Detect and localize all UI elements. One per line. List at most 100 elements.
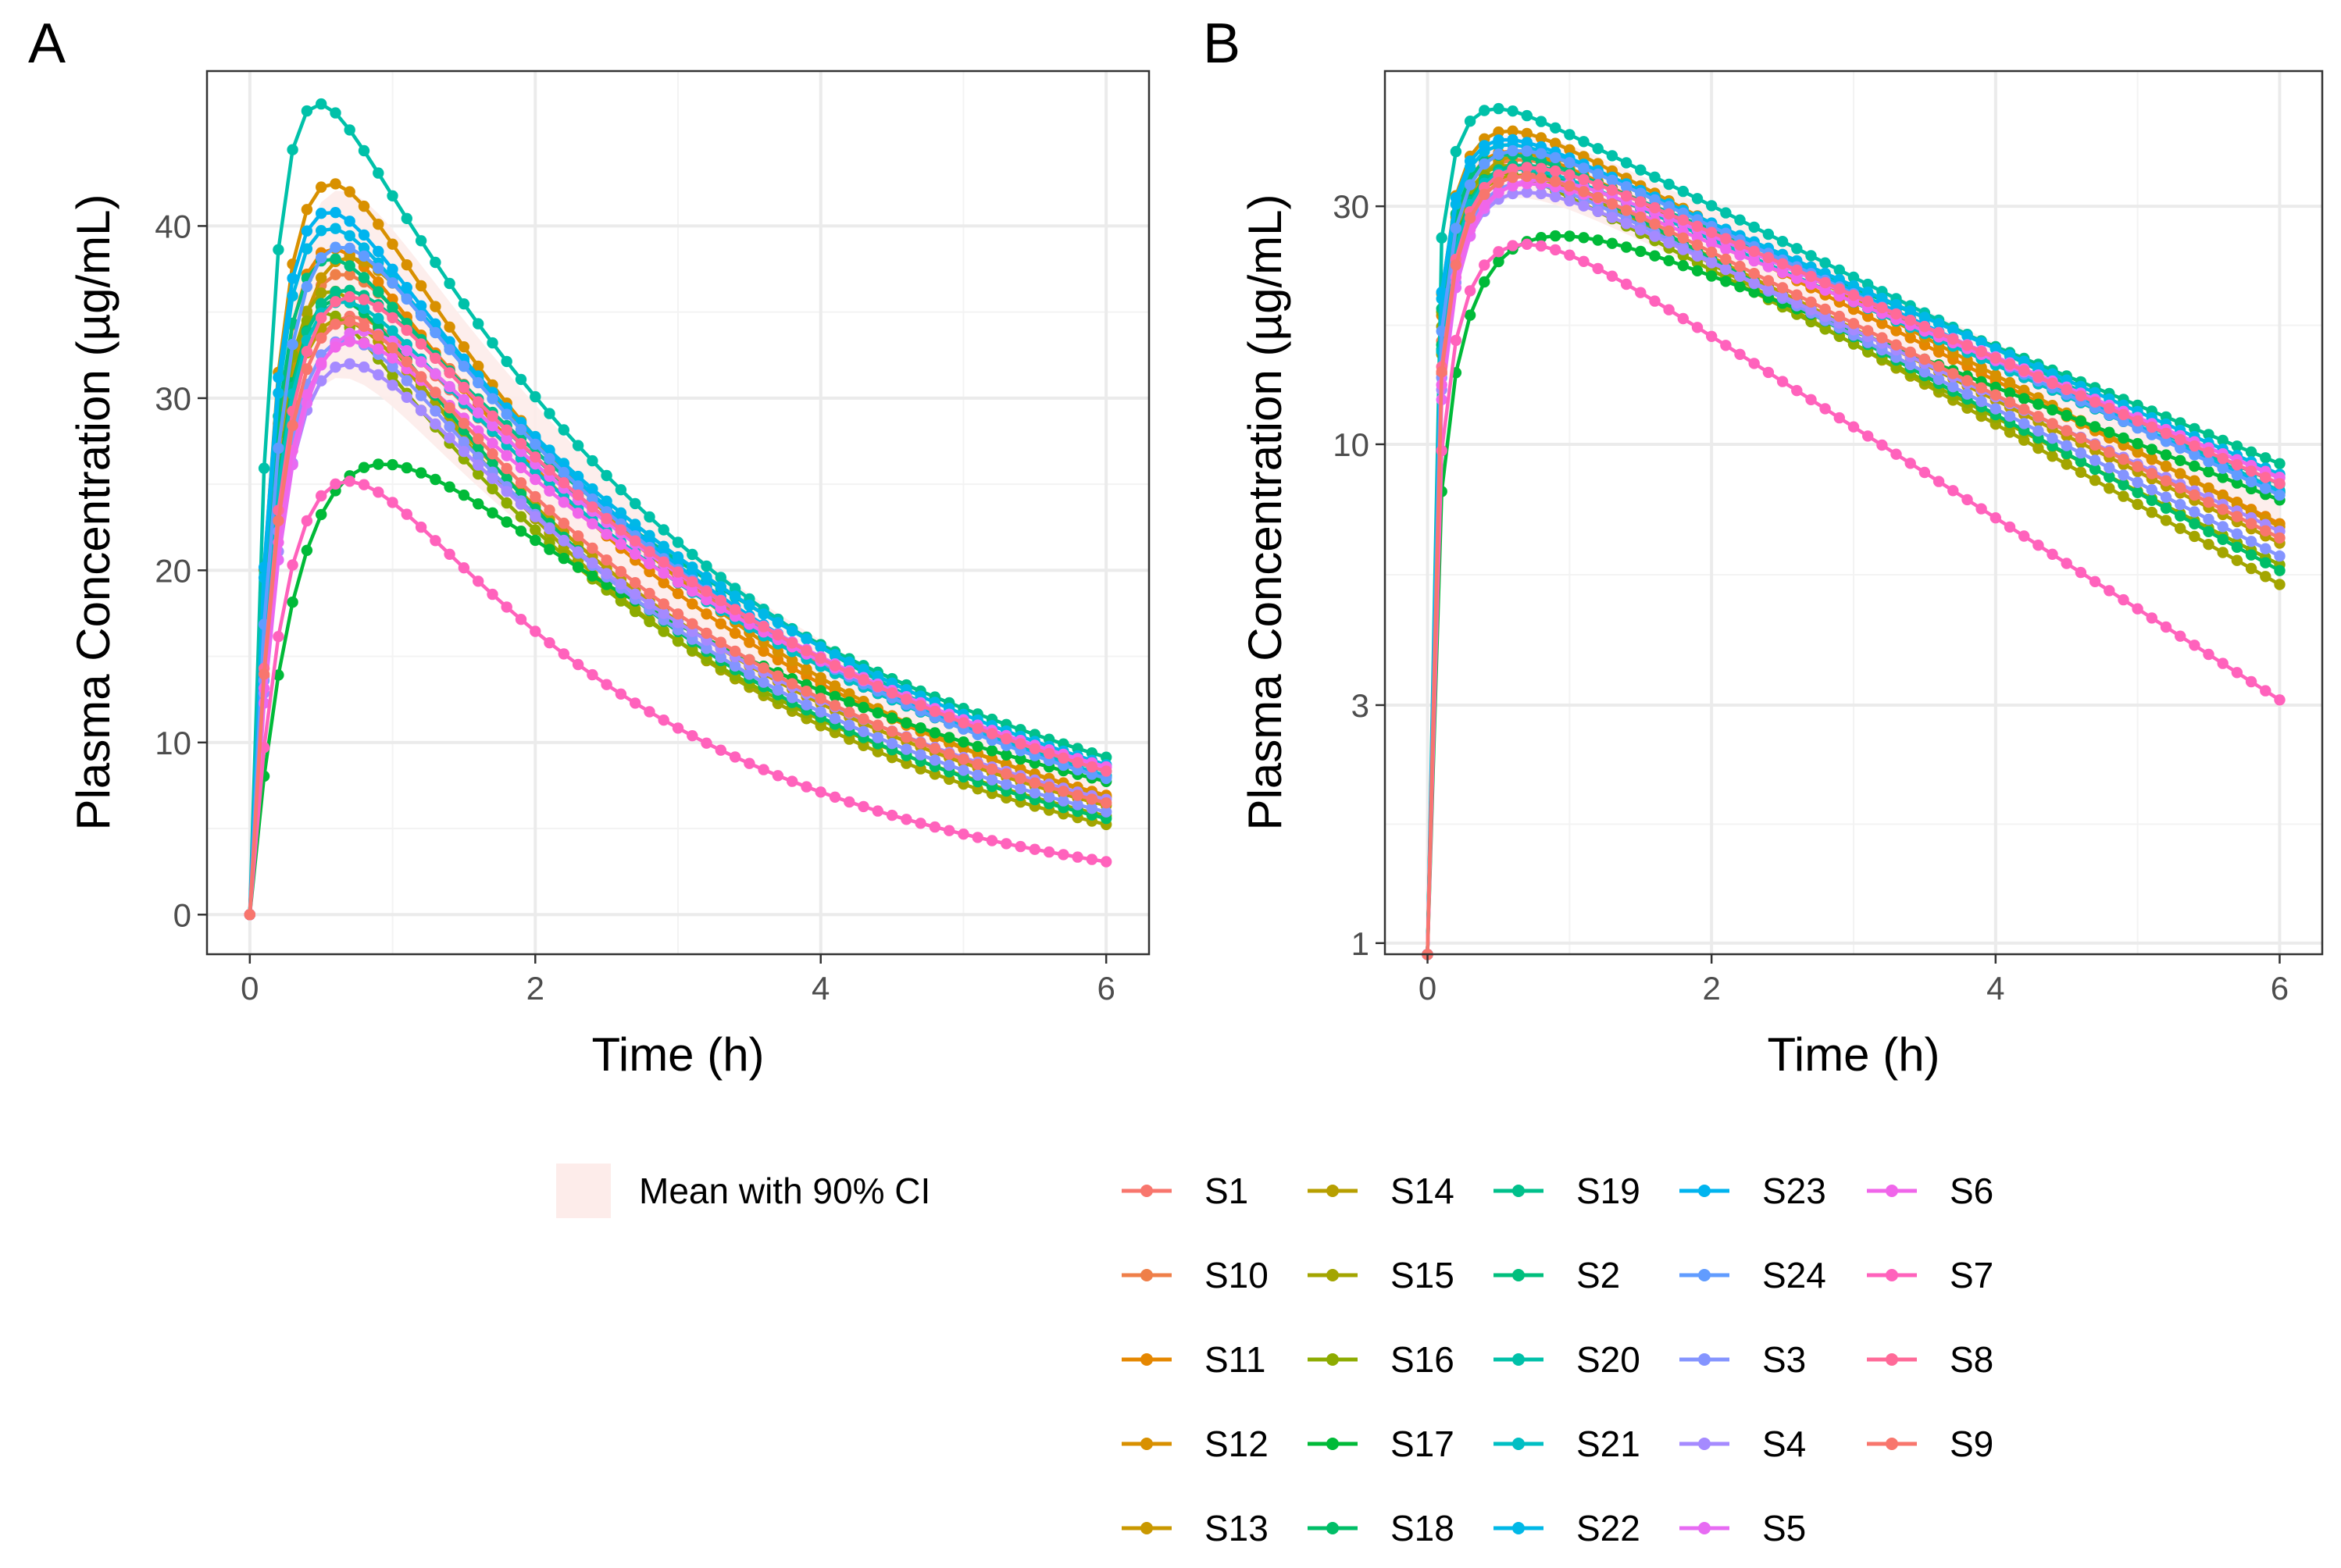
data-point-S9 [986,763,998,775]
data-point-S16 [515,511,527,522]
data-point-S7 [2146,612,2157,624]
data-point-S9 [344,315,355,327]
data-point-S20 [558,424,569,436]
data-point-S19 [2231,440,2243,452]
data-point-S8 [2132,415,2143,427]
data-point-S20 [658,524,669,536]
panel-b-tag: B [1203,12,1240,75]
data-point-S3 [2061,440,2072,451]
data-point-S9 [1521,170,1533,182]
data-point-S19 [2274,458,2286,469]
data-point-S23 [301,225,313,237]
data-point-S7 [872,805,884,817]
data-point-S4 [1677,244,1689,255]
data-point-S7 [701,737,712,749]
data-point-S12 [458,341,470,353]
data-point-S6 [344,336,355,347]
data-point-S12 [1493,126,1504,138]
data-point-S4 [401,391,412,403]
data-point-S17 [1663,255,1675,266]
data-point-S3 [901,743,912,755]
data-point-S20 [487,337,498,349]
data-point-S8 [701,586,712,597]
data-point-S17 [358,461,370,473]
data-point-S9 [373,330,384,341]
data-point-S6 [501,450,512,461]
data-point-S24 [415,310,427,322]
data-point-S23 [415,300,427,312]
data-point-S5 [415,356,427,368]
data-point-S4 [387,380,398,391]
data-point-S24 [1620,181,1633,193]
data-point-S6 [701,593,712,606]
data-point-S4 [587,557,598,569]
data-point-S22 [1947,324,1959,336]
data-point-S23 [1507,134,1518,146]
legend-key-point [1512,1269,1525,1281]
data-point-S20 [1791,243,1803,255]
data-point-S6 [530,473,541,486]
data-point-S11 [1876,318,1888,330]
data-point-S8 [373,301,384,313]
x-tick-label: 2 [1703,970,1721,1007]
data-point-S22 [344,230,355,242]
data-point-S20 [644,511,655,523]
data-point-S24 [2203,455,2214,468]
data-point-S3 [1975,395,1987,408]
data-point-S4 [630,588,641,600]
data-point-S7 [1776,376,1789,387]
data-point-S3 [844,719,855,731]
y-tick-label: 3 [1351,687,1369,724]
data-point-S20 [1550,122,1561,134]
data-point-S18 [2061,447,2072,460]
data-point-S24 [2175,442,2186,454]
data-point-S7 [1535,240,1547,252]
data-point-S7 [758,764,769,775]
data-point-S19 [316,298,327,309]
legend-key-point [1326,1269,1339,1281]
data-point-S4 [330,362,341,373]
data-point-S9 [273,515,284,527]
data-point-S8 [1720,233,1732,244]
data-point-S23 [358,229,370,241]
data-point-S3 [1101,806,1112,818]
data-point-S7 [1592,262,1604,275]
data-point-S9 [601,554,612,566]
data-point-S21 [373,312,384,324]
data-point-S8 [2047,377,2058,389]
data-point-S20 [1691,193,1704,205]
data-point-S6 [1776,266,1789,279]
data-point-S24 [1649,194,1661,206]
data-point-S24 [530,438,541,451]
data-point-S7 [1961,494,1973,506]
legend-key-point [1140,1269,1153,1281]
data-point-S9 [1904,346,1916,358]
data-point-S8 [2245,465,2257,477]
data-point-S12 [387,238,398,250]
data-point-S24 [572,480,584,492]
data-point-S9 [2032,411,2044,422]
data-point-S9 [2260,525,2271,536]
data-point-S6 [558,497,569,508]
data-point-S18 [2118,479,2129,491]
data-point-S6 [572,508,584,519]
data-point-S8 [330,296,341,308]
data-point-S7 [915,818,926,829]
data-point-S7 [601,679,612,690]
data-point-S7 [1691,322,1704,333]
data-point-S3 [2175,498,2186,511]
data-point-S18 [2132,486,2143,498]
data-point-S9 [2075,432,2087,444]
data-point-S9 [1791,289,1803,301]
data-point-S23 [1464,155,1476,167]
x-tick-label: 2 [526,970,544,1007]
data-point-S7 [487,588,498,600]
legend-entry-S14: S14 [1308,1171,1454,1211]
legend-label: S5 [1762,1508,1806,1548]
data-point-S4 [344,358,355,370]
data-point-S9 [530,490,541,503]
data-point-S15 [2274,579,2286,590]
data-point-S3 [2047,433,2058,444]
data-point-S17 [1592,234,1604,246]
data-point-S8 [1748,245,1760,257]
